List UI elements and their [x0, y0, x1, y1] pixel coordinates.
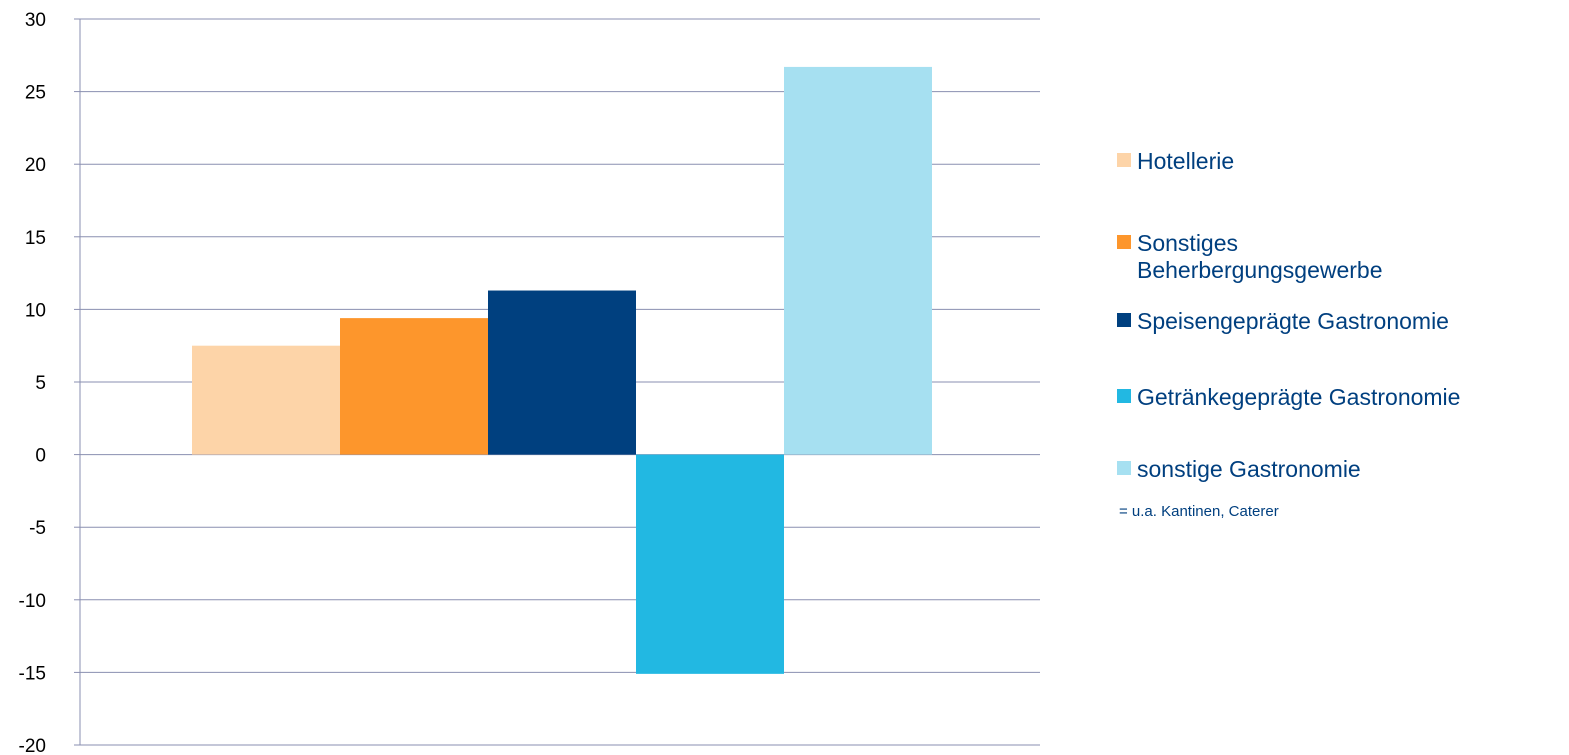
bar-sonstige-gastronomie — [784, 66, 932, 455]
legend-note: = u.a. Kantinen, Caterer — [1119, 503, 1279, 520]
bar-sonstiges-beherbergungsgewerbe — [340, 318, 488, 455]
legend-swatch-sonstige-gastronomie — [1117, 461, 1131, 475]
y-tick-label: 5 — [35, 373, 46, 394]
legend-label-getraenkegepraegte-gastronomie: Getränkegeprägte Gastronomie — [1137, 384, 1461, 410]
y-tick-label: -5 — [29, 518, 46, 539]
bars — [192, 66, 932, 674]
y-tick-label: 15 — [25, 228, 46, 249]
y-tick-label: 10 — [25, 300, 46, 321]
legend: Hotellerie Sonstiges Beherbergungsgewerb… — [1117, 0, 1567, 755]
legend-label-sonstige-gastronomie: sonstige Gastronomie — [1137, 456, 1361, 482]
legend-label-hotellerie: Hotellerie — [1137, 148, 1235, 174]
y-tick-label: 30 — [25, 10, 46, 31]
legend-swatch-getraenkegepraegte-gastronomie — [1117, 389, 1131, 403]
y-tick-label: -15 — [19, 663, 46, 684]
legend-label-speisengepraegte-gastronomie: Speisengeprägte Gastronomie — [1137, 308, 1449, 334]
legend-swatch-sonstiges-beherbergungsgewerbe — [1117, 235, 1131, 249]
y-tick-label: 20 — [25, 155, 46, 176]
y-tick-label: -10 — [19, 591, 46, 612]
y-tick-label: 25 — [25, 83, 46, 104]
legend-swatch-hotellerie — [1117, 153, 1131, 167]
bar-hotellerie — [192, 345, 340, 455]
bar-speisengepr-gte-gastronomie — [488, 290, 636, 455]
y-axis: 30 25 20 15 10 5 0 -5 -10 -15 -20 — [19, 10, 81, 755]
legend-swatch-speisengepraegte-gastronomie — [1117, 313, 1131, 327]
y-tick-label: 0 — [35, 446, 46, 467]
bar-getr-nkegepr-gte-gastronomie — [636, 454, 784, 674]
y-tick-label: -20 — [19, 736, 46, 755]
legend-label-sonstiges-beherbergungsgewerbe: Sonstiges Beherbergungsgewerbe — [1137, 230, 1383, 283]
